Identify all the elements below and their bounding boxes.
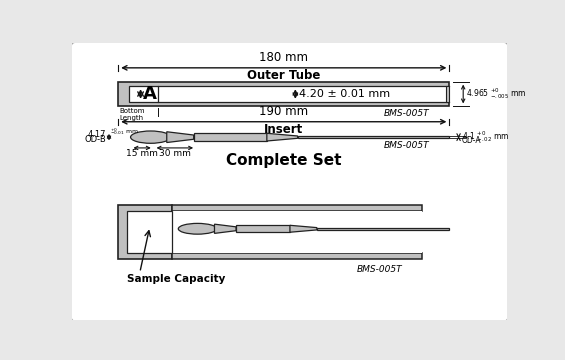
Bar — [128, 211, 172, 253]
Text: 4.1 $^{+0}_{-.02}$ mm: 4.1 $^{+0}_{-.02}$ mm — [462, 129, 509, 144]
Text: $^{+0}_{-0.01}$ mm: $^{+0}_{-0.01}$ mm — [110, 126, 139, 137]
Bar — [317, 228, 449, 230]
Text: Insert: Insert — [264, 123, 303, 136]
Text: BMS-005T: BMS-005T — [384, 141, 429, 150]
Bar — [118, 205, 172, 259]
Text: 4.17: 4.17 — [88, 130, 106, 139]
Ellipse shape — [179, 223, 217, 234]
Text: Bottom
Length: Bottom Length — [119, 108, 145, 121]
Text: OD-A: OD-A — [462, 136, 481, 145]
Text: Sample Capacity: Sample Capacity — [128, 274, 226, 284]
Bar — [236, 225, 290, 232]
Ellipse shape — [131, 131, 171, 143]
Bar — [158, 86, 449, 103]
Bar — [446, 86, 449, 103]
Text: 180 mm: 180 mm — [259, 51, 308, 64]
Polygon shape — [167, 132, 194, 143]
Text: BMS-005T: BMS-005T — [384, 109, 429, 118]
Polygon shape — [290, 225, 317, 232]
Text: A: A — [143, 85, 157, 103]
Text: BMS-005T: BMS-005T — [357, 265, 402, 274]
Text: 4.965 $^{+0}_{-.005}$ mm: 4.965 $^{+0}_{-.005}$ mm — [466, 86, 527, 102]
Text: Outer Tube: Outer Tube — [247, 69, 320, 82]
Polygon shape — [267, 133, 298, 141]
Bar — [172, 211, 423, 253]
Text: OD-B: OD-B — [84, 135, 106, 144]
Bar — [172, 205, 423, 211]
Bar — [298, 136, 449, 138]
FancyBboxPatch shape — [71, 42, 508, 322]
Bar — [129, 86, 158, 103]
Bar — [194, 133, 267, 141]
Text: 30 mm: 30 mm — [159, 149, 191, 158]
Bar — [118, 82, 449, 106]
Bar — [172, 253, 423, 259]
Text: 4.20 ± 0.01 mm: 4.20 ± 0.01 mm — [299, 89, 390, 99]
Text: 190 mm: 190 mm — [259, 105, 308, 118]
Polygon shape — [215, 224, 236, 233]
Text: 15 mm: 15 mm — [126, 149, 158, 158]
Text: Complete Set: Complete Set — [226, 153, 341, 168]
